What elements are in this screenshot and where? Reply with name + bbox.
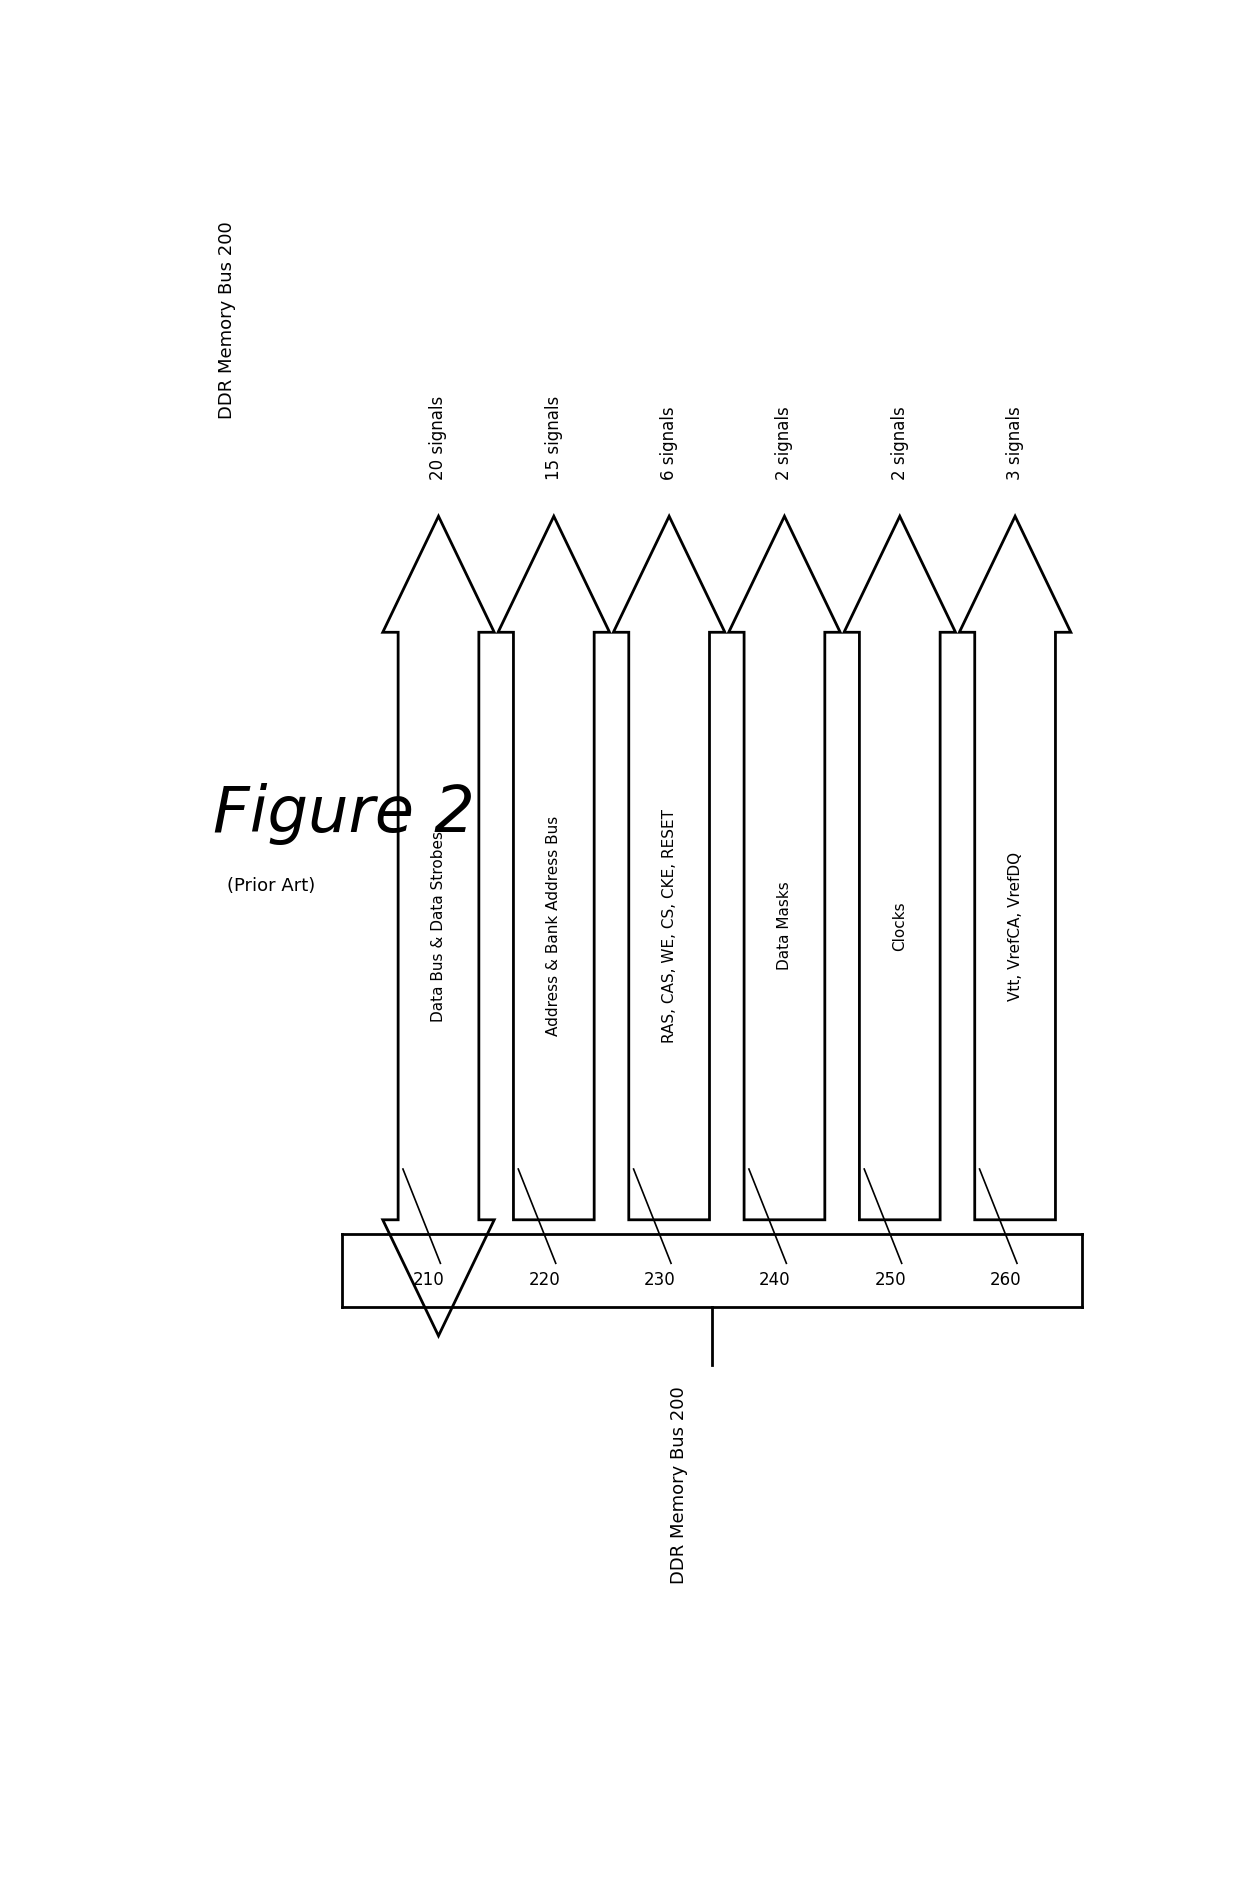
Text: 20 signals: 20 signals <box>429 396 448 480</box>
Text: Clocks: Clocks <box>893 901 908 951</box>
Polygon shape <box>383 516 495 1336</box>
Text: 220: 220 <box>528 1270 560 1289</box>
Polygon shape <box>844 516 956 1219</box>
Text: (Prior Art): (Prior Art) <box>227 878 315 895</box>
Text: Figure 2: Figure 2 <box>213 782 475 844</box>
Text: 230: 230 <box>644 1270 676 1289</box>
Polygon shape <box>729 516 841 1219</box>
Text: 15 signals: 15 signals <box>544 396 563 480</box>
Text: 6 signals: 6 signals <box>660 407 678 480</box>
Text: 2 signals: 2 signals <box>890 407 909 480</box>
Text: 250: 250 <box>874 1270 906 1289</box>
Text: Data Masks: Data Masks <box>777 882 792 970</box>
Text: Vtt, VrefCA, VrefDQ: Vtt, VrefCA, VrefDQ <box>1008 852 1023 1000</box>
Text: DDR Memory Bus 200: DDR Memory Bus 200 <box>670 1387 688 1584</box>
Text: Data Bus & Data Strobes: Data Bus & Data Strobes <box>432 831 446 1021</box>
Text: DDR Memory Bus 200: DDR Memory Bus 200 <box>218 222 236 420</box>
Text: 2 signals: 2 signals <box>775 407 794 480</box>
Text: Address & Bank Address Bus: Address & Bank Address Bus <box>547 816 562 1036</box>
Text: RAS, CAS, WE, CS, CKE, RESET: RAS, CAS, WE, CS, CKE, RESET <box>662 808 677 1044</box>
Text: 260: 260 <box>990 1270 1022 1289</box>
Polygon shape <box>614 516 725 1219</box>
Polygon shape <box>498 516 610 1219</box>
Text: 3 signals: 3 signals <box>1006 407 1024 480</box>
Polygon shape <box>960 516 1071 1219</box>
Text: 210: 210 <box>413 1270 445 1289</box>
Text: 240: 240 <box>759 1270 791 1289</box>
